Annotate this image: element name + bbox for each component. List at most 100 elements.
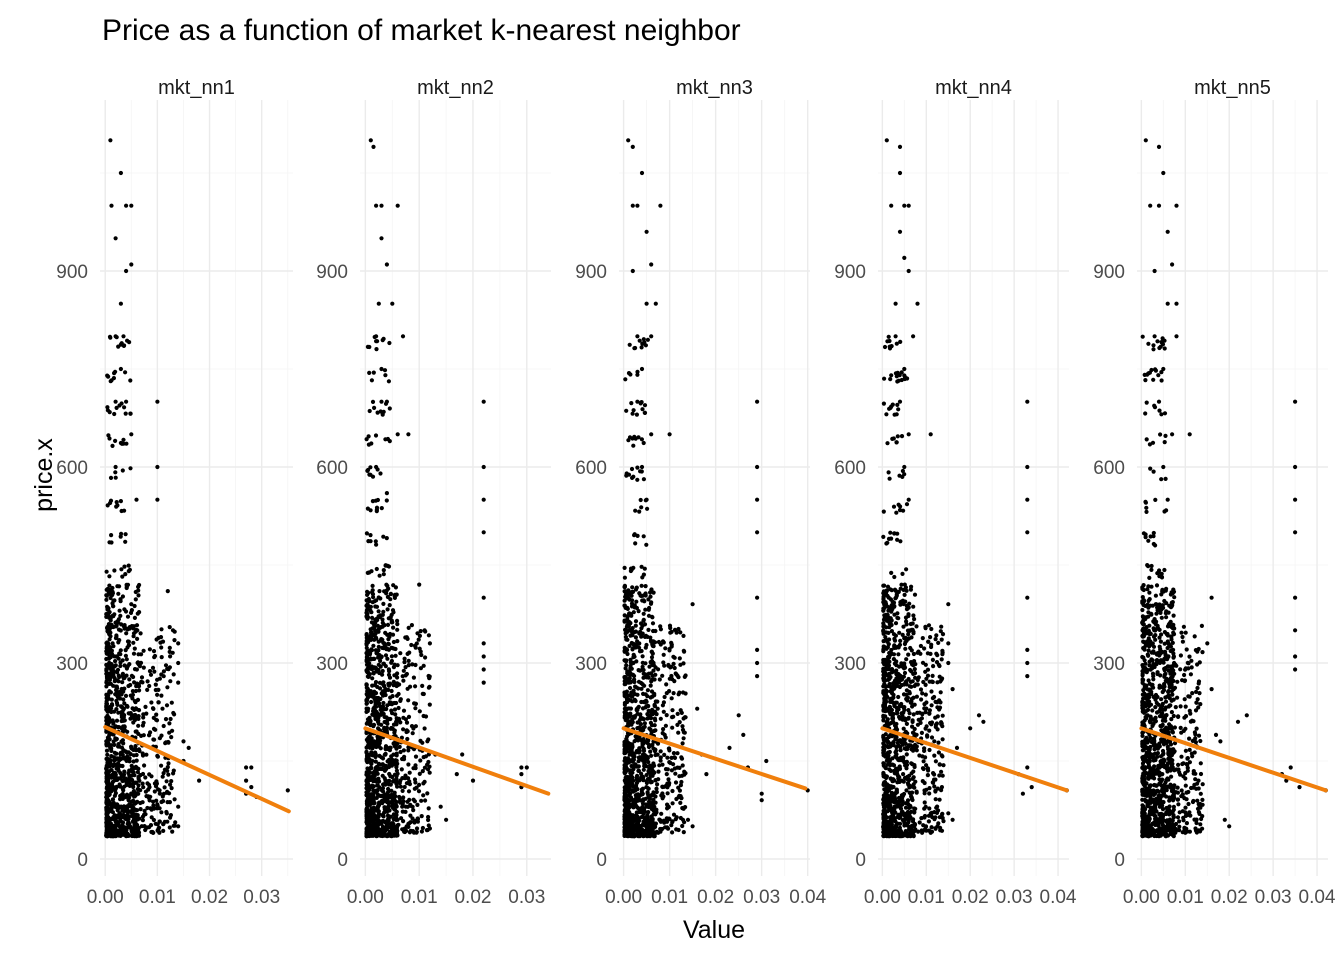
data-point bbox=[142, 808, 147, 813]
data-point bbox=[366, 706, 371, 711]
data-point bbox=[104, 767, 109, 772]
data-point bbox=[133, 747, 138, 753]
data-point bbox=[663, 767, 669, 772]
data-point bbox=[678, 708, 683, 713]
data-point bbox=[106, 374, 111, 379]
data-point bbox=[652, 716, 658, 721]
data-point bbox=[882, 613, 887, 618]
data-point bbox=[387, 340, 392, 346]
data-point bbox=[132, 615, 137, 621]
data-point bbox=[115, 702, 120, 708]
data-point bbox=[111, 683, 116, 688]
data-point bbox=[121, 812, 126, 817]
data-point bbox=[390, 608, 396, 613]
data-point bbox=[406, 762, 411, 767]
data-point bbox=[374, 334, 379, 339]
data-point bbox=[645, 716, 650, 721]
data-point bbox=[624, 471, 629, 476]
data-point bbox=[122, 624, 127, 630]
data-point bbox=[161, 821, 166, 827]
data-point bbox=[107, 574, 112, 579]
data-point bbox=[912, 617, 917, 622]
data-point bbox=[640, 407, 645, 412]
data-point bbox=[899, 434, 905, 439]
data-point bbox=[111, 739, 116, 744]
data-point bbox=[901, 772, 906, 777]
data-point bbox=[104, 743, 109, 748]
data-point bbox=[884, 775, 889, 781]
data-point bbox=[642, 829, 647, 834]
data-point bbox=[115, 803, 120, 809]
data-point bbox=[704, 772, 709, 777]
data-point bbox=[891, 763, 897, 768]
data-point bbox=[628, 372, 633, 377]
data-point bbox=[890, 599, 895, 604]
y-tick-label: 900 bbox=[834, 262, 866, 283]
data-point bbox=[422, 726, 427, 731]
data-point bbox=[143, 827, 148, 833]
data-point bbox=[400, 756, 405, 762]
data-point bbox=[885, 639, 890, 644]
data-point bbox=[887, 758, 893, 763]
data-point bbox=[882, 797, 887, 802]
data-point bbox=[634, 412, 640, 417]
data-point bbox=[377, 762, 382, 767]
data-point bbox=[107, 540, 112, 545]
data-point bbox=[104, 569, 109, 574]
data-point bbox=[372, 656, 377, 662]
data-point bbox=[373, 759, 378, 764]
data-point bbox=[642, 403, 648, 408]
data-point bbox=[109, 651, 114, 657]
data-point bbox=[398, 749, 403, 755]
data-point bbox=[392, 700, 397, 706]
data-point bbox=[132, 667, 138, 672]
data-point bbox=[635, 399, 640, 404]
data-point bbox=[678, 630, 683, 635]
data-point bbox=[638, 593, 643, 598]
data-point bbox=[108, 379, 113, 384]
data-point bbox=[113, 399, 118, 404]
data-point bbox=[667, 689, 672, 694]
data-point bbox=[387, 700, 392, 705]
data-point bbox=[907, 785, 912, 790]
data-point bbox=[671, 691, 676, 696]
data-point bbox=[123, 411, 128, 416]
data-point bbox=[104, 597, 109, 602]
x-tick-label: 0.00 bbox=[864, 887, 901, 908]
data-point bbox=[632, 533, 637, 538]
data-point bbox=[889, 609, 894, 614]
data-point bbox=[130, 689, 135, 694]
data-point bbox=[882, 376, 887, 381]
data-point bbox=[417, 709, 422, 714]
data-point bbox=[107, 436, 112, 441]
data-point bbox=[382, 589, 387, 594]
data-point bbox=[121, 715, 126, 720]
data-point bbox=[881, 684, 886, 689]
data-point bbox=[387, 748, 392, 753]
data-point bbox=[627, 342, 632, 347]
data-point bbox=[149, 774, 154, 779]
y-tick-label: 600 bbox=[56, 458, 88, 479]
data-point bbox=[111, 598, 116, 604]
data-point bbox=[669, 696, 674, 701]
data-point bbox=[130, 692, 135, 698]
data-point bbox=[130, 826, 135, 831]
x-tick-label: 0.03 bbox=[243, 887, 280, 908]
data-point bbox=[386, 637, 391, 642]
data-point bbox=[649, 432, 654, 437]
data-point bbox=[138, 773, 143, 778]
data-point bbox=[134, 627, 139, 633]
data-point bbox=[109, 661, 114, 667]
data-point bbox=[898, 755, 903, 761]
data-point bbox=[630, 436, 635, 441]
data-point bbox=[638, 497, 643, 503]
data-point bbox=[150, 665, 156, 670]
data-point bbox=[645, 506, 650, 511]
data-point bbox=[904, 657, 909, 662]
data-point bbox=[386, 815, 391, 820]
data-point bbox=[650, 677, 655, 683]
data-point bbox=[640, 575, 645, 580]
data-point bbox=[131, 770, 136, 775]
data-point bbox=[126, 643, 132, 648]
data-point bbox=[375, 783, 380, 788]
